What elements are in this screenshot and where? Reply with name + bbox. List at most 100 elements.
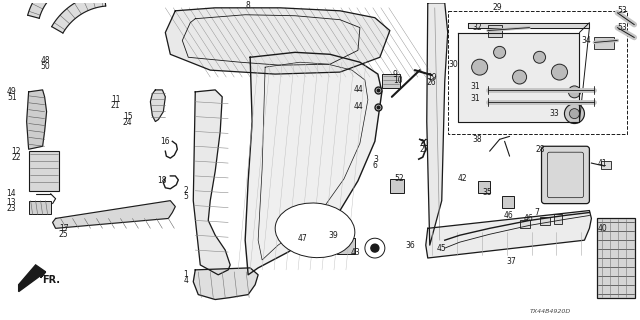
FancyBboxPatch shape xyxy=(541,146,589,204)
Text: FR.: FR. xyxy=(43,275,61,285)
Bar xyxy=(488,25,502,36)
Bar xyxy=(602,161,611,169)
Text: 27: 27 xyxy=(420,145,429,154)
Text: 14: 14 xyxy=(6,189,15,198)
Polygon shape xyxy=(458,33,579,122)
Polygon shape xyxy=(426,211,591,258)
Text: 10: 10 xyxy=(393,76,403,84)
Bar xyxy=(477,181,490,193)
Text: 5: 5 xyxy=(184,192,188,201)
Text: 39: 39 xyxy=(328,231,338,240)
Text: 31: 31 xyxy=(470,94,479,103)
Text: 46: 46 xyxy=(524,214,534,223)
Text: 50: 50 xyxy=(41,62,51,71)
Text: 36: 36 xyxy=(405,241,415,250)
Text: 13: 13 xyxy=(6,198,15,207)
Text: 40: 40 xyxy=(597,224,607,233)
Text: 24: 24 xyxy=(123,118,132,127)
Text: 9: 9 xyxy=(393,69,397,79)
Text: 30: 30 xyxy=(448,60,458,69)
Circle shape xyxy=(568,86,580,98)
Polygon shape xyxy=(193,268,258,300)
Text: 6: 6 xyxy=(373,161,378,170)
Polygon shape xyxy=(468,23,589,28)
Text: 25: 25 xyxy=(59,230,68,239)
Text: 43: 43 xyxy=(350,248,360,257)
Bar xyxy=(337,238,355,254)
Text: TX44B4920D: TX44B4920D xyxy=(529,309,571,314)
Ellipse shape xyxy=(275,203,355,258)
Bar xyxy=(318,238,332,254)
Polygon shape xyxy=(193,90,230,275)
Bar xyxy=(520,220,529,228)
Polygon shape xyxy=(245,52,382,275)
Text: 19: 19 xyxy=(427,73,436,82)
Polygon shape xyxy=(28,0,77,18)
Text: 46: 46 xyxy=(504,211,513,220)
Polygon shape xyxy=(165,8,390,74)
Text: 47: 47 xyxy=(297,234,307,243)
Circle shape xyxy=(472,59,488,75)
Polygon shape xyxy=(27,90,47,149)
Text: 16: 16 xyxy=(161,137,170,146)
Bar xyxy=(597,219,636,298)
Text: 15: 15 xyxy=(123,112,132,121)
Text: 4: 4 xyxy=(184,276,188,285)
Bar xyxy=(382,74,400,88)
Bar xyxy=(29,201,51,214)
Text: 18: 18 xyxy=(157,176,167,185)
Polygon shape xyxy=(19,265,45,292)
Text: 49: 49 xyxy=(7,87,17,96)
Text: 22: 22 xyxy=(11,153,20,162)
Polygon shape xyxy=(150,90,165,122)
Circle shape xyxy=(493,46,506,58)
Bar xyxy=(29,151,59,191)
Text: 52: 52 xyxy=(395,174,404,183)
Text: 12: 12 xyxy=(11,147,20,156)
Text: 2: 2 xyxy=(184,186,188,195)
Polygon shape xyxy=(52,201,175,228)
Text: 35: 35 xyxy=(483,188,493,197)
Circle shape xyxy=(513,70,527,84)
Text: 31: 31 xyxy=(470,83,479,92)
Polygon shape xyxy=(52,0,106,33)
Text: 28: 28 xyxy=(535,145,545,154)
Text: 20: 20 xyxy=(420,139,429,148)
Text: 44: 44 xyxy=(353,102,363,111)
Text: 7: 7 xyxy=(534,208,540,217)
Bar xyxy=(554,214,563,224)
Text: 26: 26 xyxy=(427,78,436,87)
Bar xyxy=(390,179,404,193)
Text: 34: 34 xyxy=(582,36,591,45)
Bar xyxy=(595,37,614,49)
Text: 3: 3 xyxy=(373,155,378,164)
Text: 53: 53 xyxy=(618,23,627,32)
Circle shape xyxy=(534,51,545,63)
Text: 44: 44 xyxy=(353,85,363,94)
Polygon shape xyxy=(427,3,448,245)
Text: 38: 38 xyxy=(472,135,482,144)
Circle shape xyxy=(564,104,584,124)
Text: 51: 51 xyxy=(7,93,17,102)
Bar xyxy=(448,11,627,134)
Text: 29: 29 xyxy=(493,3,502,12)
Bar xyxy=(540,218,550,225)
Text: 37: 37 xyxy=(507,258,516,267)
Text: 42: 42 xyxy=(458,174,468,183)
Text: 32: 32 xyxy=(472,23,482,32)
Text: 53: 53 xyxy=(618,6,627,15)
Text: 8: 8 xyxy=(246,1,250,10)
Text: 41: 41 xyxy=(597,159,607,168)
Bar xyxy=(502,196,513,208)
Text: 23: 23 xyxy=(6,204,15,213)
Circle shape xyxy=(371,244,379,252)
Circle shape xyxy=(570,109,579,119)
Text: 21: 21 xyxy=(111,101,120,110)
Text: 48: 48 xyxy=(41,56,51,65)
Text: 33: 33 xyxy=(550,109,559,118)
Text: 11: 11 xyxy=(111,95,120,104)
Text: 1: 1 xyxy=(184,270,188,279)
Text: 17: 17 xyxy=(59,224,68,233)
Text: 45: 45 xyxy=(437,244,447,252)
Circle shape xyxy=(552,64,568,80)
